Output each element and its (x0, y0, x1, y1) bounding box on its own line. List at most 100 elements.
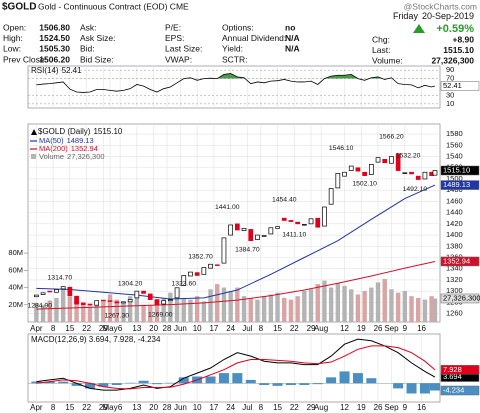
volume-bar (127, 296, 133, 322)
quote-value: 1506.80 (39, 22, 70, 32)
histogram-bar (98, 383, 109, 387)
histogram-bar (245, 379, 256, 384)
histogram-bar (151, 383, 162, 385)
x-tick-label: 12 (340, 324, 349, 333)
volume-bar (101, 301, 106, 322)
x-tick-label: 10 (193, 403, 202, 412)
histogram-bar (285, 383, 296, 385)
volume-bar (194, 296, 200, 322)
volume-tick-label: 40M (8, 283, 23, 292)
volume-bar (67, 296, 73, 322)
histogram-bar (44, 381, 55, 384)
volume-bar (395, 292, 401, 322)
x-tick-label: 8 (51, 324, 56, 333)
histogram-bar (205, 376, 216, 384)
volume-bar (315, 284, 320, 322)
volume-bar (248, 297, 253, 322)
volume-bar (87, 306, 93, 322)
histogram-bar (366, 378, 377, 384)
candle (121, 301, 126, 304)
quote-value: N/A (285, 33, 300, 43)
histogram-bar (232, 373, 243, 384)
brand: @StockCharts.com (404, 1, 477, 11)
x-tick-label: Jun (174, 403, 187, 412)
price-annotation: 1269.00 (148, 311, 173, 318)
legend-icon (31, 129, 37, 135)
legend-value: 27,326,300 (67, 152, 105, 161)
volume-bar (389, 289, 394, 322)
x-tick-label: 17 (209, 324, 218, 333)
candle (54, 289, 59, 293)
x-tick-label: 17 (209, 403, 218, 412)
candle (432, 170, 438, 176)
candle (114, 301, 120, 304)
histogram-bar (111, 383, 122, 385)
histogram-bar (429, 383, 440, 391)
x-tick-label: 29 (307, 403, 316, 412)
y-tick-label: 1320 (446, 275, 463, 284)
moving-average (36, 260, 436, 310)
quote-label: Ask Size: (80, 33, 115, 43)
rsi-panel (27, 65, 441, 109)
x-tick-label: Apr (30, 403, 43, 412)
macd-last: 3.694 (443, 372, 462, 381)
volume-bar (241, 296, 247, 322)
x-tick-label: 9 (403, 403, 408, 412)
x-tick-label: 8 (259, 403, 264, 412)
quote-label: High: (3, 33, 23, 43)
histogram-bar (178, 377, 189, 384)
x-tick-label: 22 (290, 324, 299, 333)
volume-bar (275, 292, 280, 322)
x-tick-label: Sep (384, 324, 399, 333)
volume-bar (295, 296, 300, 322)
macd-last: 7.928 (443, 365, 462, 374)
x-tick-label: 26 (374, 403, 383, 412)
candle (34, 294, 39, 298)
volume-bar (429, 296, 434, 322)
volume-bar (288, 299, 294, 322)
volume-bar (161, 297, 166, 322)
candle (221, 237, 227, 264)
rsi-name: RSI(14) (31, 66, 59, 75)
price-annotation: 1284.90 (27, 302, 52, 309)
x-tick-label: Aug (314, 324, 328, 333)
candle (241, 227, 247, 231)
histogram-bar (312, 383, 323, 385)
candle (322, 206, 327, 227)
candle (214, 264, 220, 266)
price-annotation: 1566.20 (379, 134, 404, 141)
volume-bar (261, 296, 267, 322)
candle (134, 290, 140, 299)
volume-bar (174, 296, 180, 322)
volume-bar (268, 294, 274, 322)
legend-value: 1489.13 (67, 136, 94, 145)
candle (47, 290, 53, 293)
rsi-overbought-fill (183, 73, 393, 79)
quote-label: SCTR: (222, 54, 248, 64)
quote-label: Options: (222, 22, 254, 32)
price-annotation: 1267.30 (104, 312, 129, 319)
ma-last: 1352.94 (443, 256, 470, 265)
histogram-bar (218, 373, 229, 384)
quote-value: 1506.20 (39, 54, 70, 64)
volume-bar (302, 291, 307, 322)
description: Gold - Continuous Contract (EOD) CME (38, 1, 189, 11)
candle (308, 218, 314, 225)
macd-line (36, 338, 436, 391)
candle (188, 271, 193, 277)
volume-bar (47, 300, 52, 322)
x-tick-label: 13 (132, 324, 141, 333)
legend-name: MA(50) (39, 136, 64, 145)
x-tick-label: 28 (163, 324, 172, 333)
price-annotation: 1314.70 (48, 275, 73, 282)
x-tick-label: 22 (82, 403, 91, 412)
volume-bar (148, 304, 153, 322)
candle (147, 293, 153, 300)
quote-label: Yield: (222, 44, 243, 54)
volume-bar (235, 287, 240, 322)
price-annotation: 1384.70 (235, 246, 260, 253)
legend-name: MA(200) (39, 144, 68, 153)
date: 20-Sep-2019 (422, 11, 474, 21)
volume-bar (342, 285, 347, 322)
histogram-bar (419, 383, 430, 394)
